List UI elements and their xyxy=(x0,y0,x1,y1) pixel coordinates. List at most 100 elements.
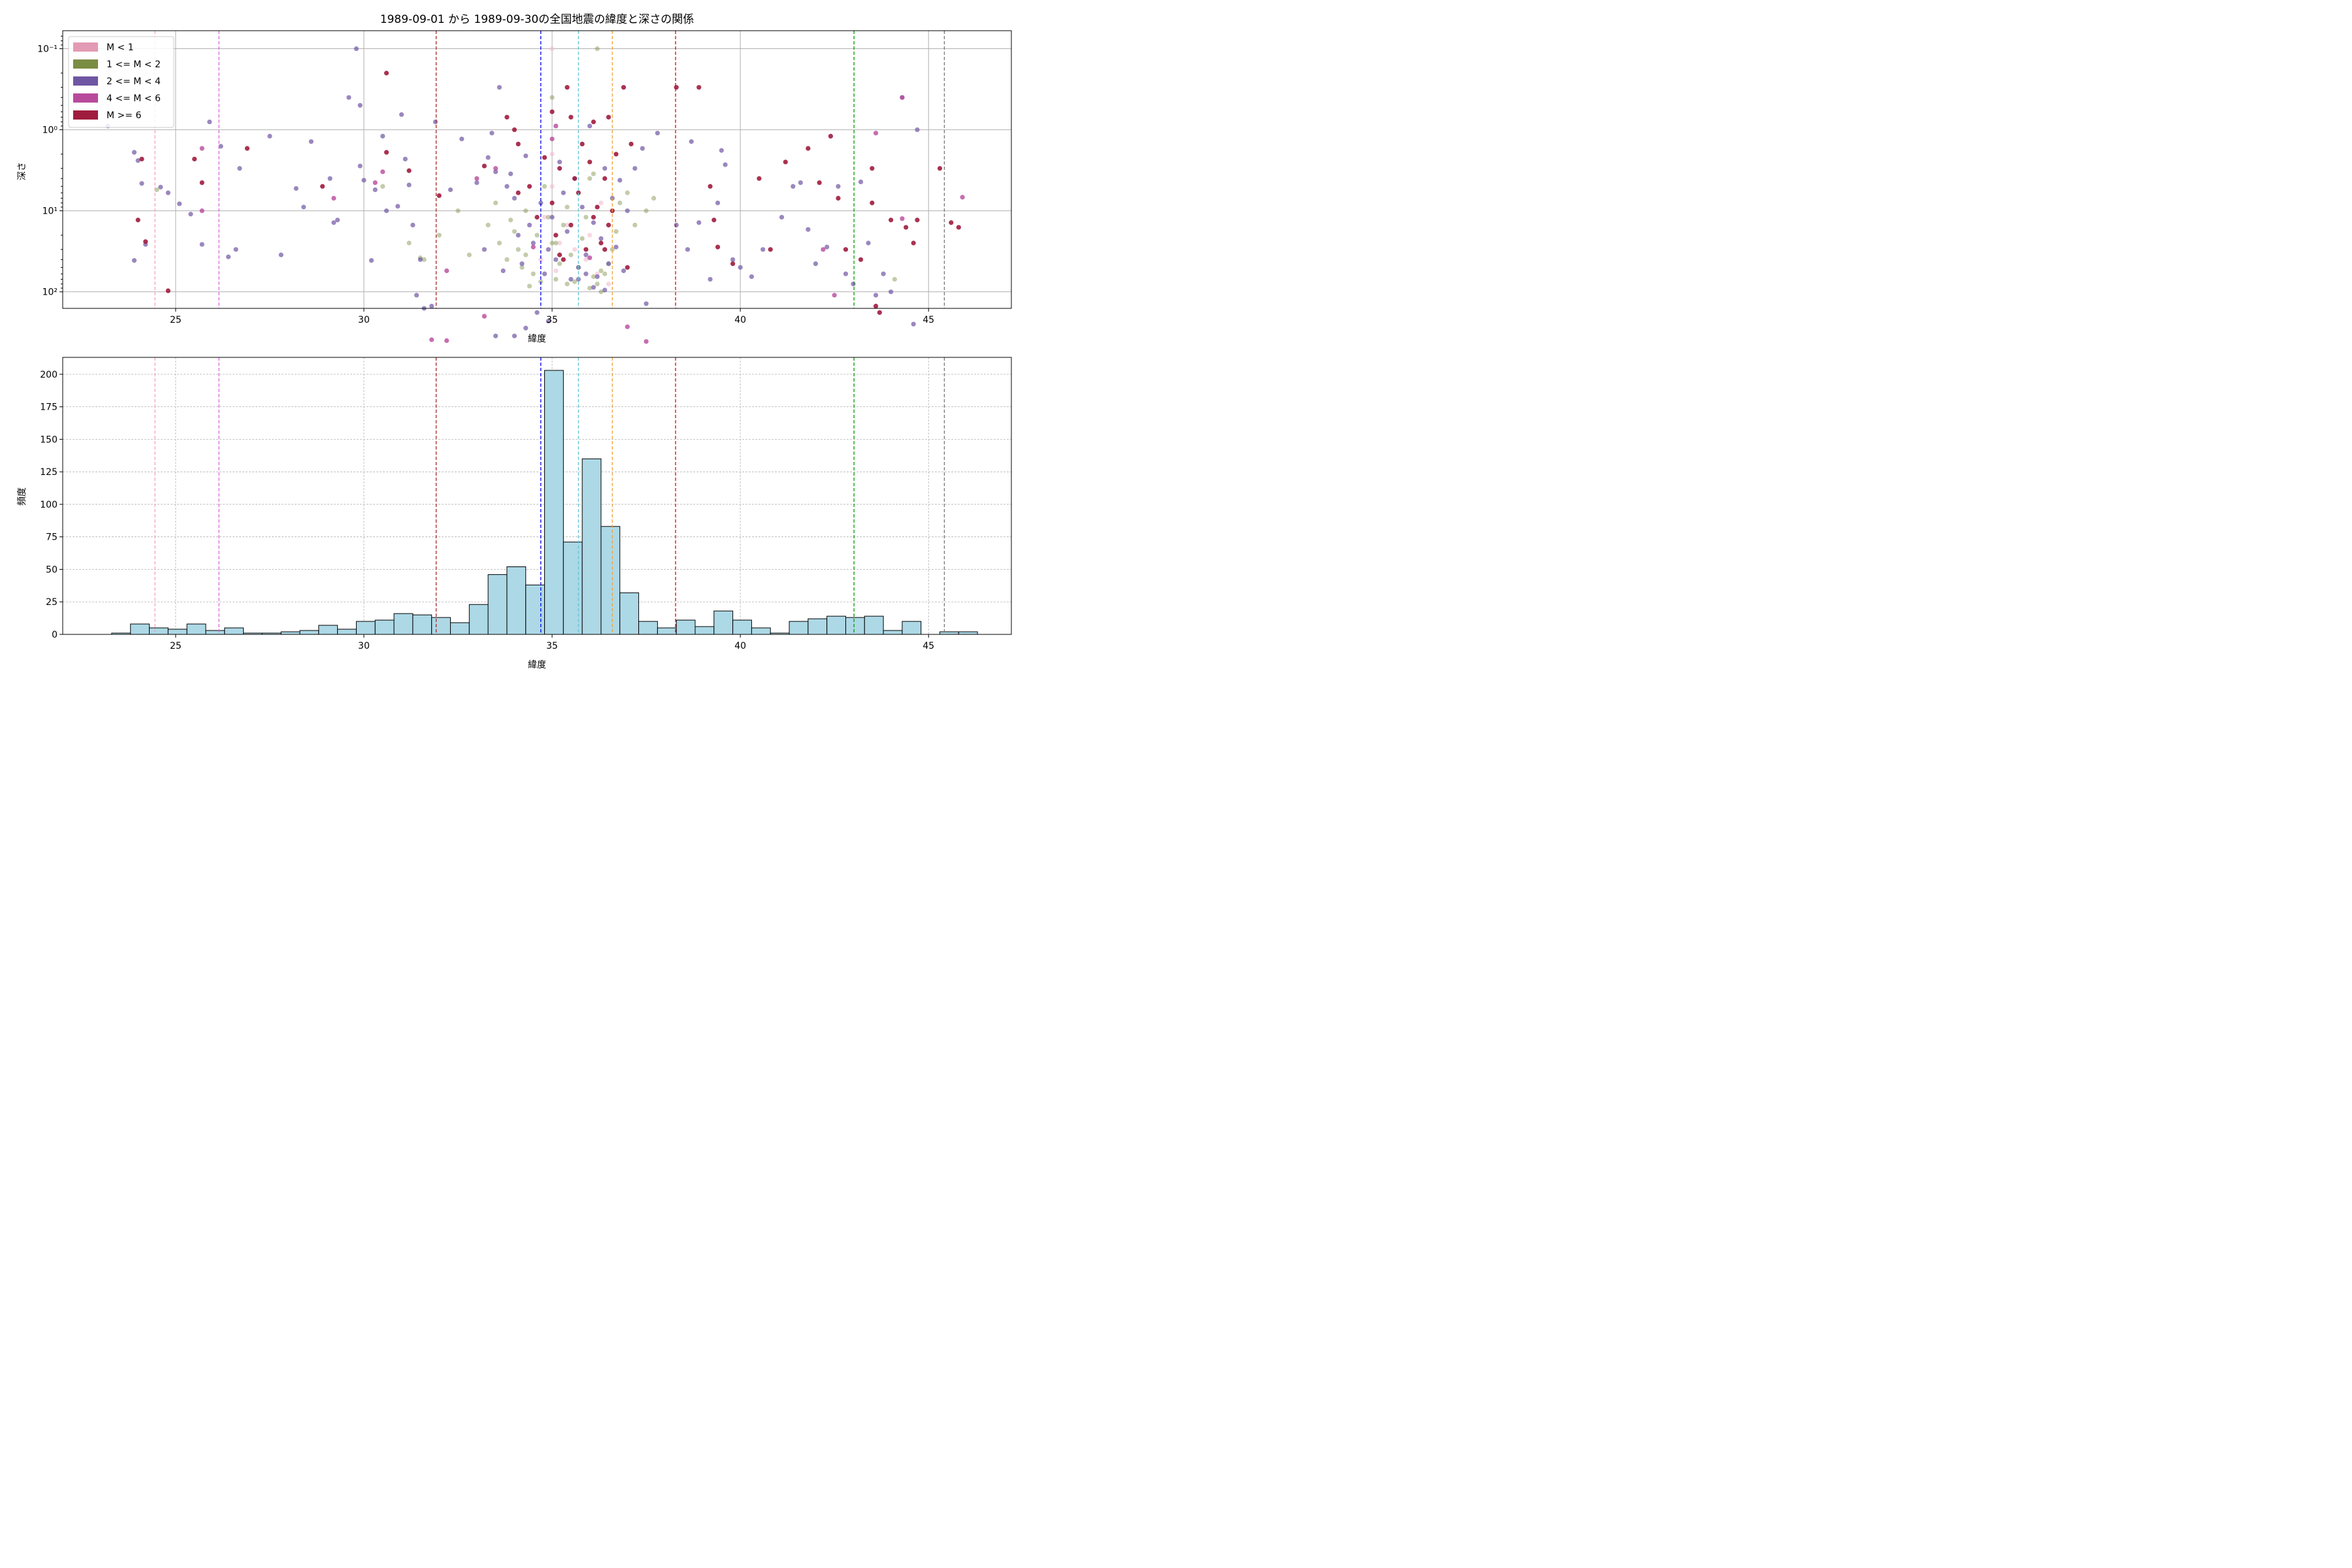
x-tick-label: 30 xyxy=(358,641,370,651)
scatter-point xyxy=(493,169,498,174)
histogram-bar xyxy=(619,592,640,635)
x-tick-label: 35 xyxy=(546,641,558,651)
scatter-point xyxy=(549,184,555,189)
scatter-point xyxy=(892,276,897,282)
scatter-point xyxy=(482,314,487,319)
scatter-point xyxy=(512,195,517,201)
histogram-bar xyxy=(186,623,206,635)
scatter-point xyxy=(617,178,623,183)
scatter-point xyxy=(598,268,604,274)
histogram-bar xyxy=(789,621,809,635)
scatter-point xyxy=(587,123,593,129)
scatter-point xyxy=(572,176,578,181)
scatter-point xyxy=(429,337,434,342)
scatter-point xyxy=(602,247,608,252)
scatter-point xyxy=(538,257,544,262)
scatter-point xyxy=(319,184,325,189)
scatter-point xyxy=(380,169,385,174)
scatter-point xyxy=(557,240,563,246)
scatter-point xyxy=(587,255,593,261)
scatter-point xyxy=(583,214,589,220)
y-tick-label: 125 xyxy=(40,467,57,478)
scatter-point xyxy=(436,193,442,199)
scatter-point xyxy=(459,137,465,142)
scatter-point xyxy=(493,333,498,338)
scatter-point xyxy=(598,201,604,206)
scatter-point xyxy=(466,252,472,257)
histogram-bar xyxy=(845,617,865,635)
scatter-point xyxy=(474,176,480,181)
scatter-point xyxy=(489,131,495,136)
scatter-point xyxy=(591,220,596,225)
scatter-point xyxy=(889,289,894,295)
scatter-point xyxy=(719,148,724,153)
scatter-point xyxy=(606,282,612,287)
scatter-point xyxy=(504,114,510,120)
scatter-point xyxy=(655,131,660,136)
scatter-point xyxy=(523,208,529,214)
scatter-point xyxy=(564,282,570,287)
scatter-point xyxy=(199,180,204,186)
scatter-point xyxy=(531,271,536,276)
scatter-point xyxy=(956,225,961,230)
scatter-point xyxy=(493,201,498,206)
histogram-bar xyxy=(657,627,677,635)
scatter-point xyxy=(372,180,378,186)
scatter-point xyxy=(568,252,574,257)
histogram-bar xyxy=(130,623,150,635)
scatter-point xyxy=(542,271,547,276)
plot-frame xyxy=(62,30,1012,309)
scatter-point xyxy=(549,46,555,52)
scatter-point xyxy=(606,222,612,228)
scatter-point xyxy=(606,114,612,120)
scatter-point xyxy=(779,214,785,220)
scatter-point xyxy=(561,190,566,195)
scatter-point xyxy=(711,218,717,223)
scatter-point xyxy=(723,162,728,167)
histogram-bar xyxy=(883,630,903,635)
x-axis-label: 緯度 xyxy=(528,660,546,670)
legend-swatch xyxy=(73,93,98,103)
scatter-point xyxy=(783,159,788,165)
scatter-point xyxy=(267,133,272,139)
scatter-point xyxy=(674,85,679,90)
scatter-point xyxy=(610,247,615,252)
y-tick-label: 175 xyxy=(40,402,57,413)
scatter-point xyxy=(873,303,879,309)
scatter-point xyxy=(131,150,137,155)
histogram-bar xyxy=(337,629,357,635)
scatter-point xyxy=(368,258,374,263)
scatter-point xyxy=(549,109,555,114)
scatter-point xyxy=(583,271,589,276)
scatter-point xyxy=(625,265,630,270)
scatter-point xyxy=(621,85,627,90)
y-tick-label: 0 xyxy=(52,630,57,640)
x-tick-label: 40 xyxy=(734,315,746,325)
scatter-point xyxy=(519,261,525,267)
scatter-point xyxy=(843,271,849,276)
scatter-point xyxy=(873,131,879,136)
scatter-point xyxy=(497,85,502,90)
scatter-point xyxy=(911,321,916,327)
scatter-point xyxy=(960,195,965,200)
scatter-point xyxy=(858,257,864,262)
scatter-point xyxy=(131,258,137,263)
scatter-point xyxy=(553,257,559,262)
histogram-bar xyxy=(431,617,451,635)
scatter-point xyxy=(384,150,389,155)
scatter-point xyxy=(549,214,555,220)
scatter-point xyxy=(158,184,163,189)
scatter-point xyxy=(549,201,555,206)
scatter-point xyxy=(327,176,333,181)
legend-swatch xyxy=(73,42,98,52)
scatter-point xyxy=(199,208,204,214)
scatter-point xyxy=(527,284,532,289)
histogram-bar xyxy=(167,629,188,635)
y-tick-label: 25 xyxy=(46,597,57,608)
scatter-point xyxy=(568,222,574,228)
scatter-point xyxy=(730,261,736,267)
scatter-point xyxy=(357,103,363,108)
scatter-point xyxy=(553,240,559,246)
scatter-point xyxy=(572,279,578,284)
scatter-point xyxy=(651,195,657,201)
